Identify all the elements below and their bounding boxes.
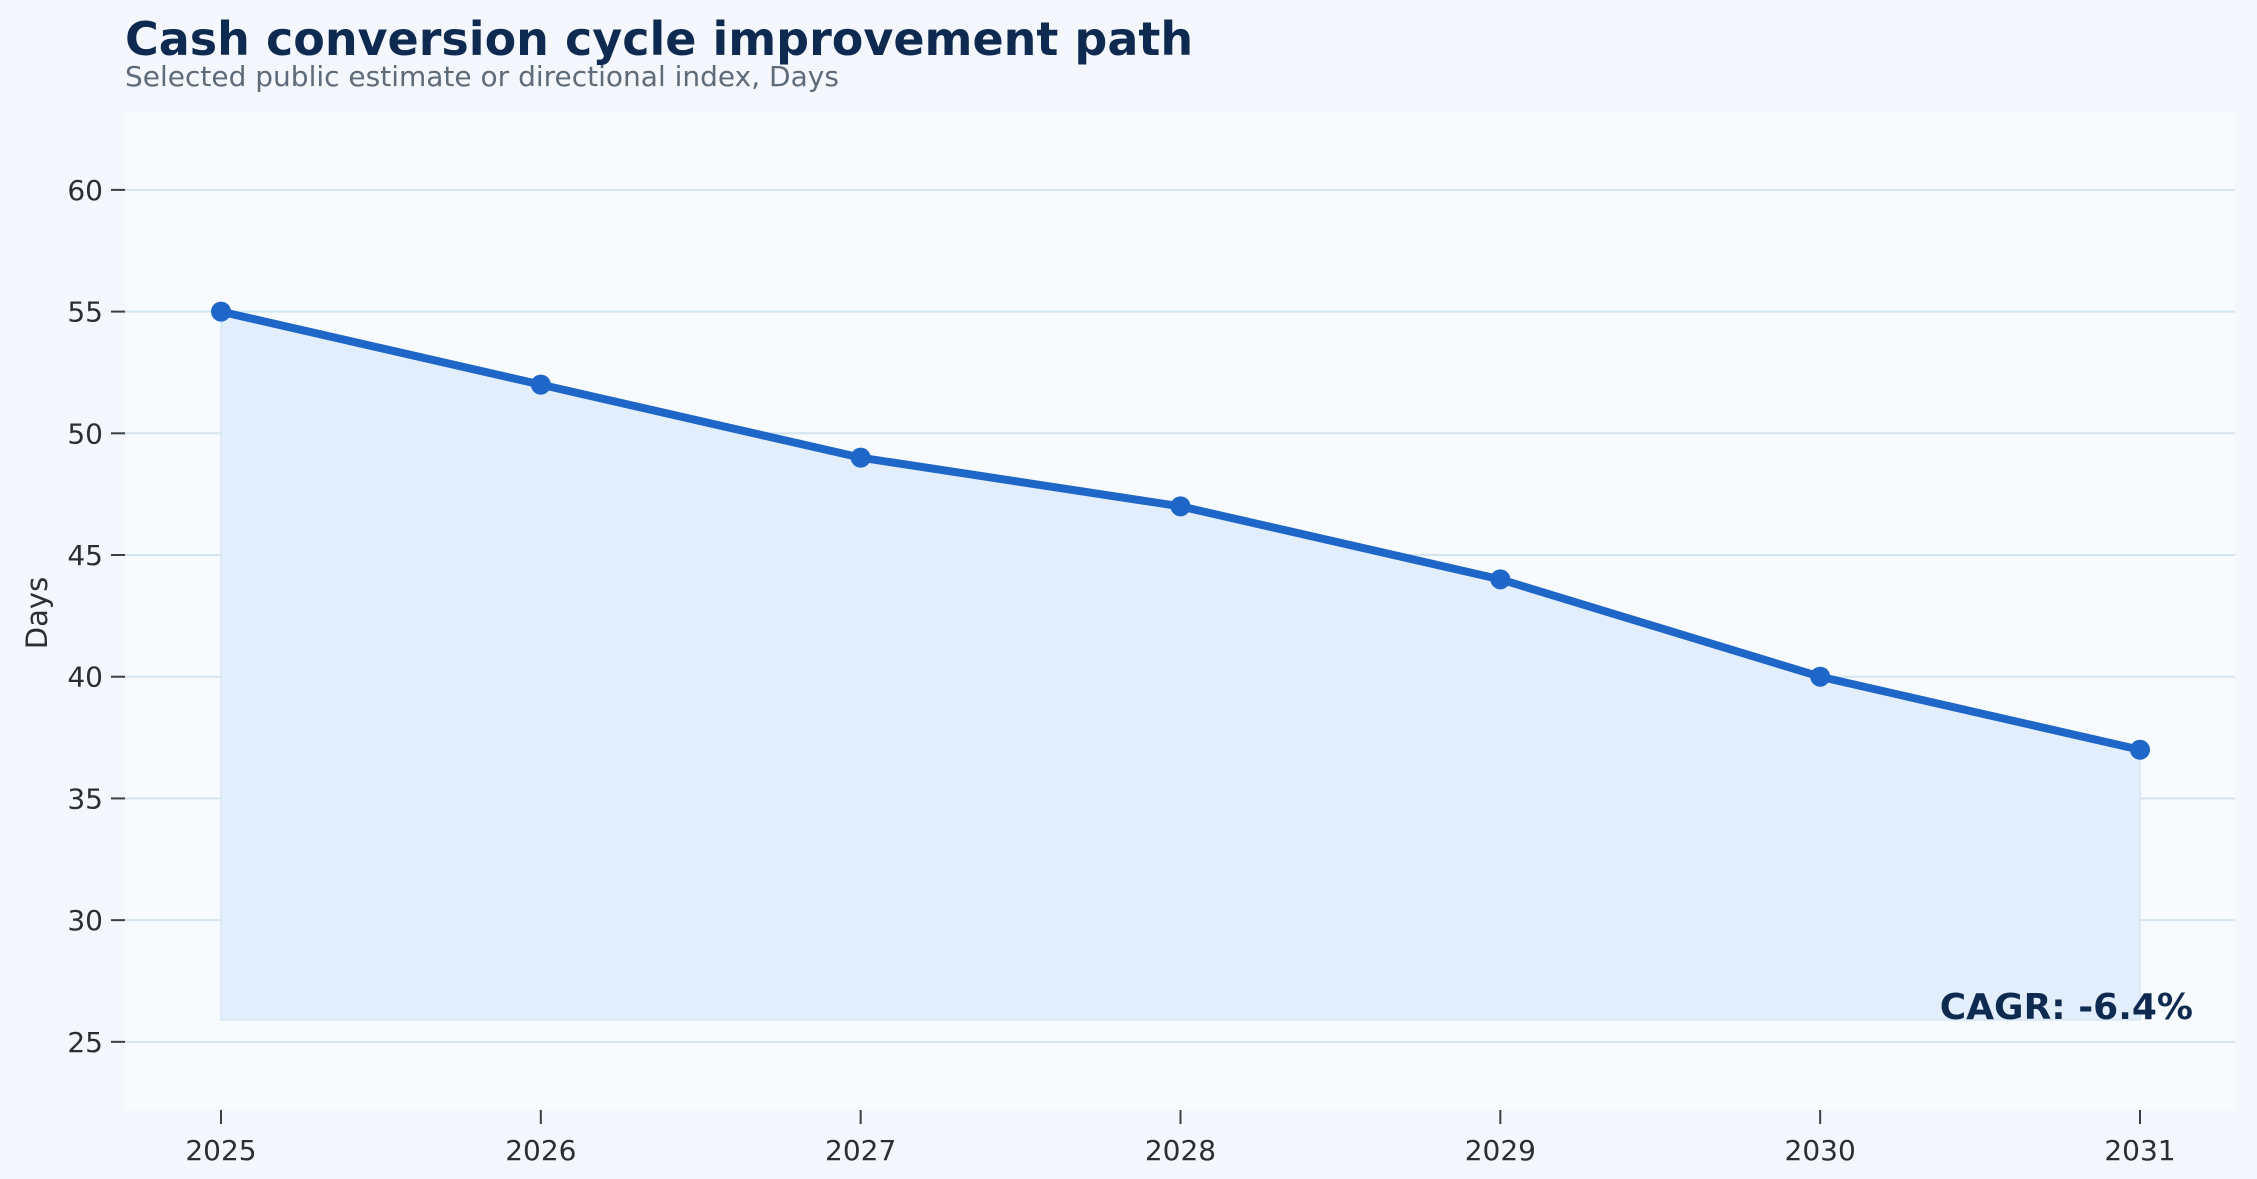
x-tick-label-2028: 2028: [1145, 1134, 1216, 1167]
x-tick-label-2029: 2029: [1465, 1134, 1536, 1167]
x-tick-label-2030: 2030: [1785, 1134, 1856, 1167]
x-tick-label-2027: 2027: [825, 1134, 896, 1167]
data-point-2029: [1490, 569, 1511, 590]
y-axis-title: Days: [20, 577, 54, 649]
data-point-2027: [850, 447, 871, 468]
data-point-2031: [2130, 739, 2150, 760]
x-tick-label-2025: 2025: [185, 1134, 256, 1167]
chart-subtitle: Selected public estimate or directional …: [125, 60, 839, 93]
y-tick-label-30: 30: [67, 904, 103, 937]
chart-title: Cash conversion cycle improvement path: [125, 12, 1194, 66]
data-point-2025: [211, 301, 231, 322]
data-point-2028: [1170, 496, 1191, 517]
data-point-2030: [1810, 666, 1831, 687]
y-tick-label-60: 60: [67, 174, 103, 207]
x-tick-label-2031: 2031: [2104, 1134, 2175, 1167]
y-tick-label-55: 55: [67, 296, 103, 329]
y-axis: 25 30 35 40 45 50 55 60: [67, 174, 125, 1059]
x-axis: 2025 2026 2027 2028 2029 2030 2031: [185, 1110, 2176, 1167]
y-tick-label-25: 25: [67, 1026, 103, 1059]
data-point-2026: [530, 374, 551, 395]
cagr-annotation: CAGR: -6.4%: [1940, 987, 2193, 1028]
x-tick-label-2026: 2026: [505, 1134, 576, 1167]
y-tick-label-35: 35: [67, 782, 103, 815]
y-tick-label-50: 50: [67, 417, 103, 450]
data-points: [211, 301, 2150, 760]
y-tick-label-40: 40: [67, 661, 103, 694]
y-tick-label-45: 45: [67, 539, 103, 572]
